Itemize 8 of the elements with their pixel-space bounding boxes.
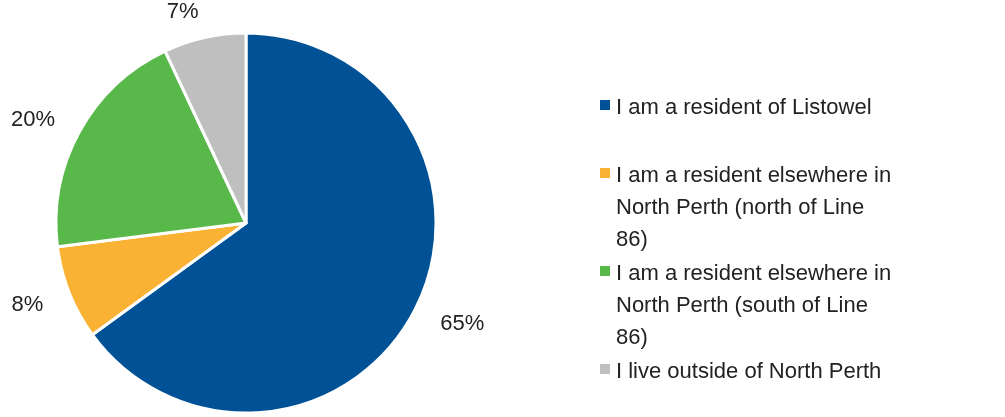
data-label: 20%: [10, 105, 55, 131]
legend-label: I am a resident elsewhere in North Perth (north of Line 86): [616, 161, 892, 251]
legend-label: I am a resident elsewhere in North Perth (south of Line 86): [616, 259, 892, 349]
legend-label: I live outside of North Perth: [616, 357, 882, 383]
data-label: 8%: [11, 290, 44, 316]
data-label: 65%: [440, 309, 485, 335]
data-label: 7%: [166, 0, 199, 23]
legend-label: I am a resident of Listowel: [616, 93, 872, 119]
